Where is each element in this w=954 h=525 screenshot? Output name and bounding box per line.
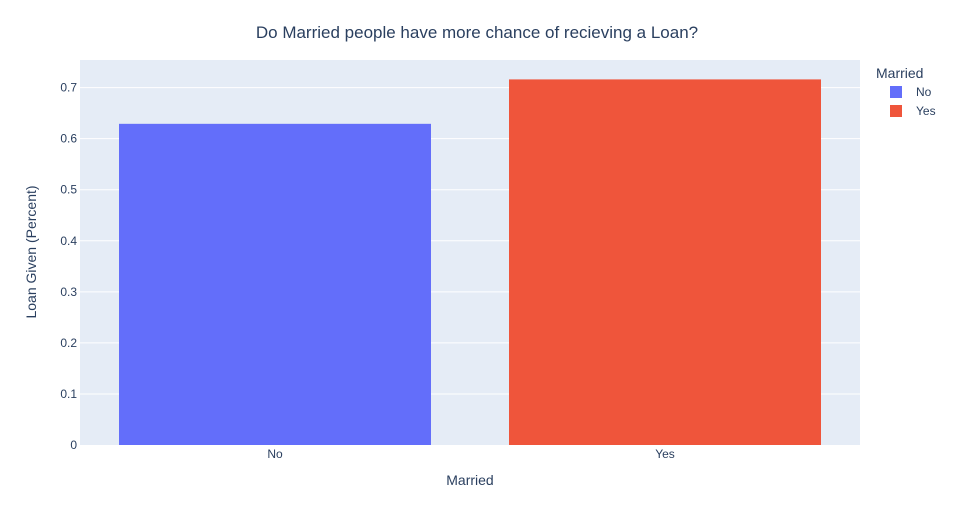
bars <box>119 79 821 445</box>
y-tick-label: 0 <box>70 438 77 452</box>
y-axis-ticks: 0 0.1 0.2 0.3 0.4 0.5 0.6 0.7 <box>60 81 77 452</box>
legend-item-yes[interactable]: Yes <box>890 104 936 118</box>
legend-swatch <box>890 86 902 98</box>
legend-item-no[interactable]: No <box>890 85 932 99</box>
x-axis-ticks: No Yes <box>267 447 674 461</box>
x-axis-title: Married <box>446 472 493 488</box>
x-tick-label: Yes <box>655 447 675 461</box>
y-tick-label: 0.6 <box>60 132 77 146</box>
legend: Married No Yes <box>876 65 936 118</box>
bar-no[interactable] <box>119 123 431 445</box>
legend-swatch <box>890 105 902 117</box>
y-tick-label: 0.1 <box>60 387 77 401</box>
chart-title: Do Married people have more chance of re… <box>256 23 698 42</box>
y-tick-label: 0.3 <box>60 285 77 299</box>
y-tick-label: 0.7 <box>60 81 77 95</box>
legend-label: No <box>916 85 932 99</box>
y-axis-title: Loan Given (Percent) <box>23 185 39 318</box>
x-tick-label: No <box>267 447 283 461</box>
y-tick-label: 0.2 <box>60 336 77 350</box>
y-tick-label: 0.4 <box>60 234 77 248</box>
bar-yes[interactable] <box>509 79 821 445</box>
y-tick-label: 0.5 <box>60 183 77 197</box>
legend-label: Yes <box>916 104 936 118</box>
legend-title: Married <box>876 65 923 81</box>
